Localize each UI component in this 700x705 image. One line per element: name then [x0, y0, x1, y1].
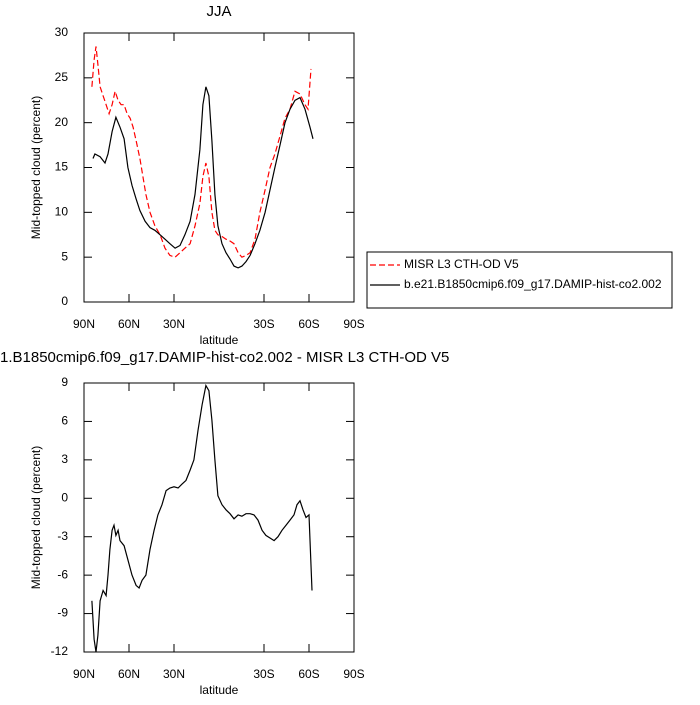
chart-title: JJA: [206, 3, 231, 20]
x-tick-label: 90S: [343, 317, 364, 331]
y-tick-label: 15: [55, 160, 69, 174]
y-tick-label: -12: [51, 644, 69, 658]
x-tick-label: 60N: [118, 667, 140, 681]
y-tick-label: -3: [57, 529, 68, 543]
y-tick-label: 9: [61, 375, 68, 389]
y-axis-label: Mid-topped cloud (percent): [29, 96, 43, 239]
y-tick-label: -9: [57, 606, 68, 620]
legend-label: b.e21.B1850cmip6.f09_g17.DAMIP-hist-co2.…: [404, 277, 662, 291]
data-line: [91, 383, 313, 653]
y-tick-label: 5: [61, 249, 68, 263]
x-tick-label: 30S: [253, 317, 274, 331]
chart-title: 1.B1850cmip6.f09_g17.DAMIP-hist-co2.002 …: [0, 349, 449, 366]
y-tick-label: 25: [55, 70, 69, 84]
data-line: [92, 86, 314, 269]
y-tick-label: 10: [55, 205, 69, 219]
y-axis-label: Mid-topped cloud (percent): [29, 446, 43, 589]
y-tick-label: 0: [61, 490, 68, 504]
x-tick-label: 30S: [253, 667, 274, 681]
x-tick-label: 90S: [343, 667, 364, 681]
x-tick-label: 60S: [298, 667, 319, 681]
plot-frame: [83, 382, 355, 653]
x-tick-label: 30N: [163, 317, 185, 331]
y-tick-label: 20: [55, 115, 69, 129]
x-tick-label: 60S: [298, 317, 319, 331]
x-axis-label: latitude: [200, 333, 239, 347]
x-tick-label: 90N: [73, 667, 95, 681]
x-tick-label: 90N: [73, 317, 95, 331]
y-tick-label: 0: [61, 294, 68, 308]
x-tick-label: 60N: [118, 317, 140, 331]
y-tick-label: 3: [61, 452, 68, 466]
y-tick-label: 30: [55, 25, 69, 39]
legend-label: MISR L3 CTH-OD V5: [404, 257, 519, 271]
plot-frame: [83, 32, 355, 303]
data-line: [91, 46, 312, 258]
y-tick-label: 6: [61, 414, 68, 428]
legend-box: [366, 251, 673, 309]
y-tick-label: -6: [57, 567, 68, 581]
x-tick-label: 30N: [163, 667, 185, 681]
x-axis-label: latitude: [200, 683, 239, 697]
